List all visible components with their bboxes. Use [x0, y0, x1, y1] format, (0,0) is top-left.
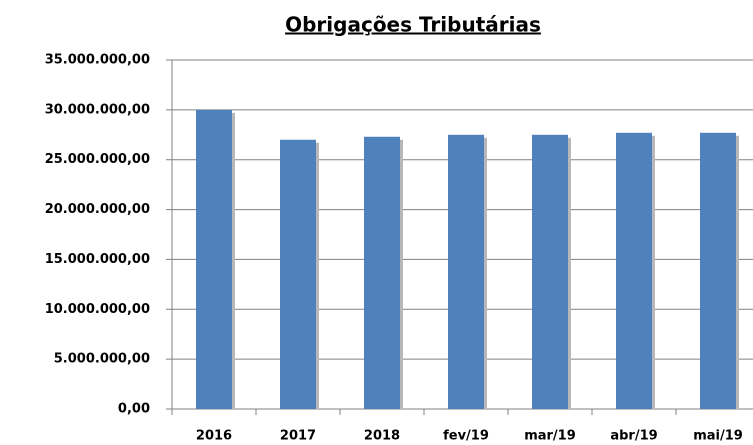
bar [196, 109, 232, 409]
bar [280, 139, 316, 409]
y-tick-label: 35.000.000,00 [45, 53, 150, 68]
y-tick-label: 20.000.000,00 [45, 202, 150, 217]
x-tick-label: 2016 [196, 429, 232, 444]
y-tick-label: 10.000.000,00 [45, 302, 150, 317]
y-tick-label: 25.000.000,00 [45, 152, 150, 167]
x-tick-label: mar/19 [524, 429, 576, 444]
bar [364, 136, 400, 409]
bar [532, 134, 568, 410]
bar [616, 132, 652, 409]
chart-title: Obrigações Tributárias [285, 13, 541, 37]
y-tick-label: 0,00 [118, 402, 150, 417]
y-tick-label: 30.000.000,00 [45, 102, 150, 117]
y-tick-label: 5.000.000,00 [54, 352, 150, 367]
bar [448, 134, 484, 410]
y-tick-label: 15.000.000,00 [45, 252, 150, 267]
x-tick-label: mai/19 [693, 429, 743, 444]
bar [700, 132, 736, 409]
x-tick-label: 2018 [364, 429, 400, 444]
x-tick-label: abr/19 [610, 429, 657, 444]
x-tick-label: fev/19 [443, 429, 489, 444]
x-tick-label: 2017 [280, 429, 316, 444]
